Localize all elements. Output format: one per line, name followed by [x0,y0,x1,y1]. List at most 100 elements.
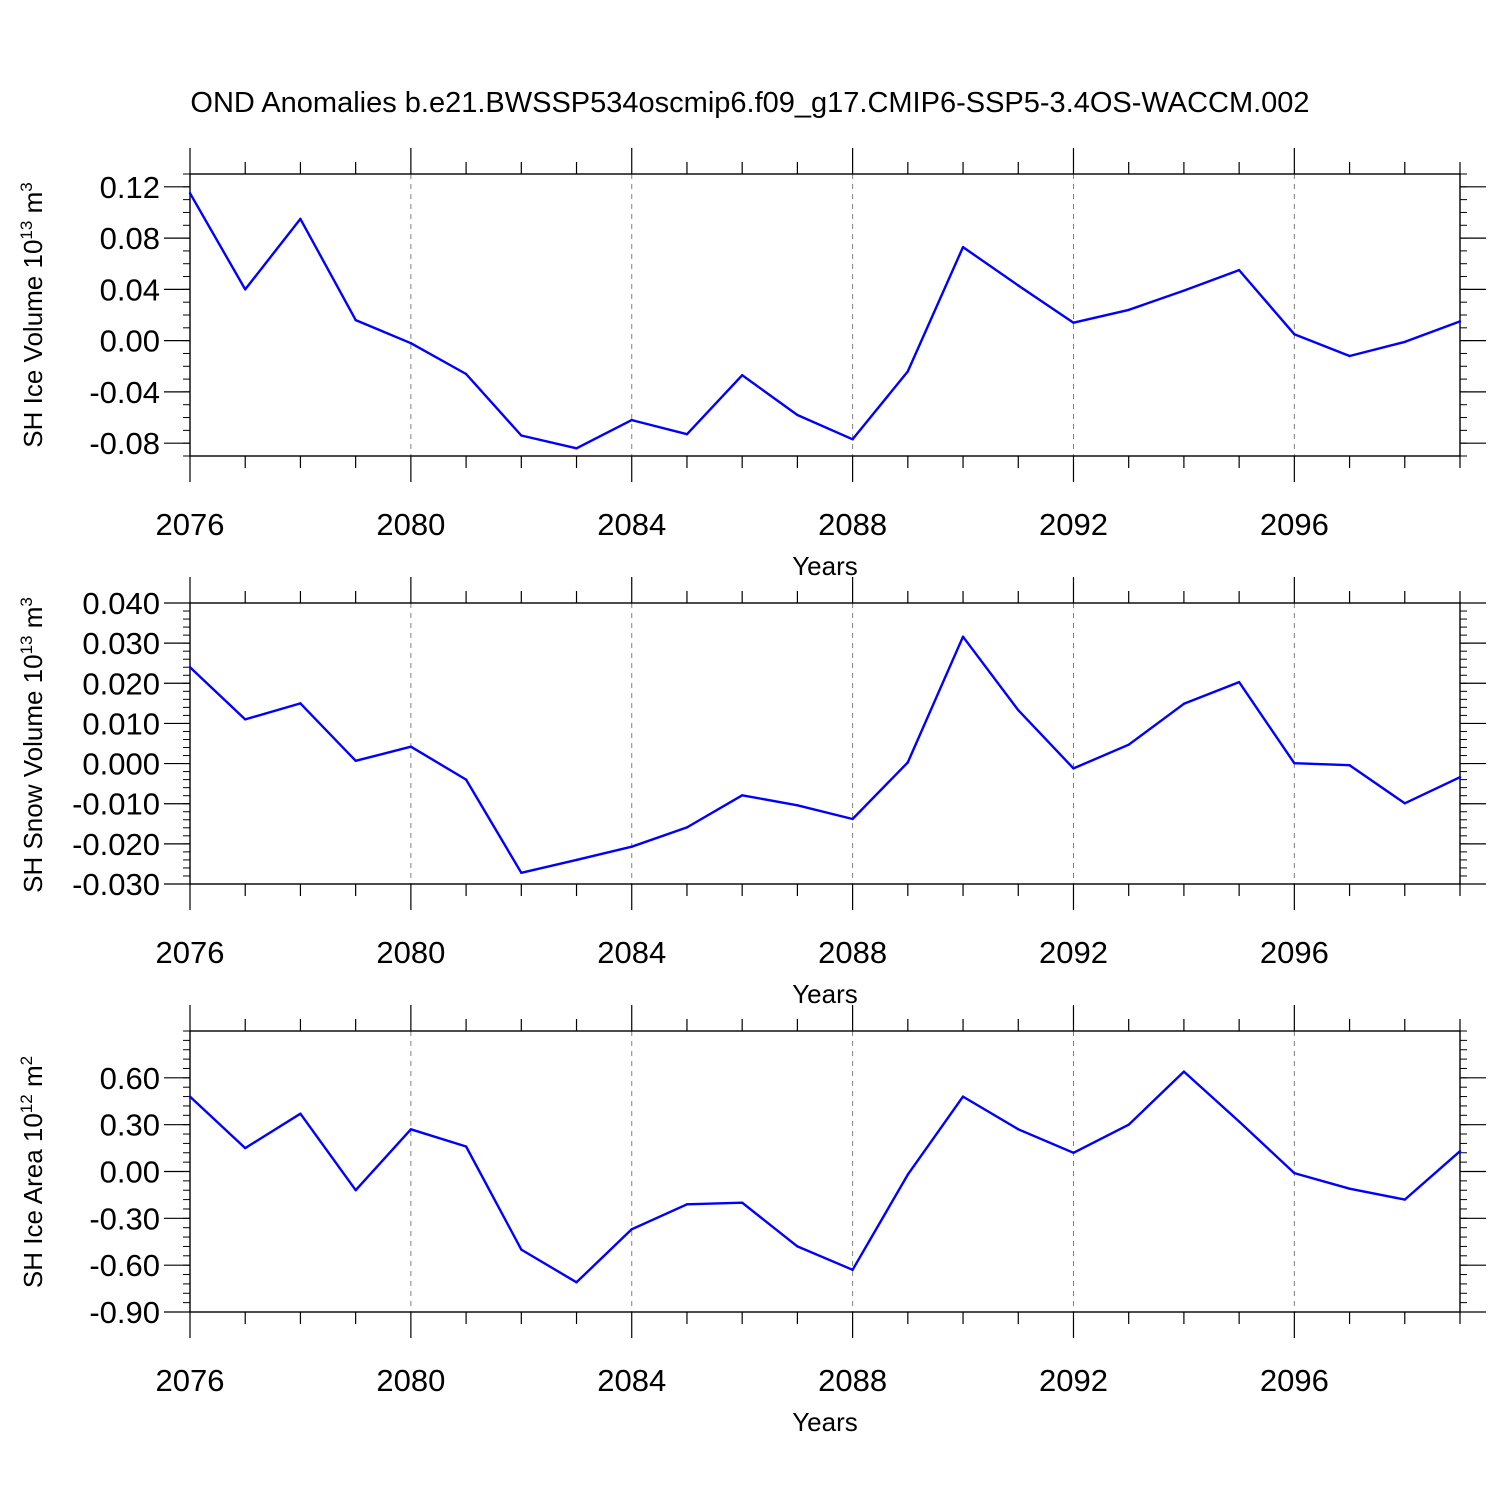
y-tick-label: -0.020 [72,827,160,862]
x-tick-label: 2096 [1260,1363,1329,1398]
x-tick-label: 2092 [1039,507,1108,542]
y-tick-label: 0.08 [100,221,160,256]
data-point [409,745,413,748]
data-point [464,778,468,781]
series-line [189,1070,1461,1284]
y-axis-title: SH Snow Volume 1013 m3 [17,597,48,893]
data-point [1182,289,1186,292]
data-point [520,871,523,874]
plot-frame [189,602,1461,885]
y-tick-label: 0.020 [82,666,160,701]
data-point [299,702,302,705]
y-axis-title-exponent: 13 [17,221,36,240]
y-tick-label: -0.30 [89,1201,160,1236]
data-point [1072,1151,1075,1154]
data-point [354,1189,357,1192]
data-point [685,826,689,829]
x-tick-label: 2096 [1260,935,1329,970]
data-point [1458,1150,1462,1153]
x-tick-label: 2088 [818,507,887,542]
data-point [1017,708,1020,712]
data-point [796,1245,799,1248]
data-point [188,666,192,669]
data-point [1403,802,1406,805]
data-point [244,1146,247,1150]
data-point [740,1201,744,1204]
y-axis-title-unit-exponent: 3 [17,182,36,191]
y-tick-label: -0.030 [72,867,160,902]
data-point [1293,761,1296,765]
data-point [244,718,247,721]
data-point [906,761,910,764]
x-tick-label: 2084 [597,1363,666,1398]
y-axis-title-unit: m [18,192,48,221]
y-tick-label: -0.90 [89,1295,160,1330]
data-point [685,433,689,436]
x-tick-label: 2084 [597,507,666,542]
x-tick-label: 2084 [597,935,666,970]
x-tick-label: 2080 [376,1363,445,1398]
data-point [1348,354,1351,358]
data-point [906,370,910,373]
y-tick-label: 0.60 [100,1061,160,1096]
y-axis-title-unit: m [18,1065,48,1094]
data-point [1072,321,1075,324]
y-tick-label: 0.030 [82,626,160,661]
data-point [961,1095,965,1098]
x-axis-title: Years [792,1407,858,1437]
data-point [1127,743,1130,746]
y-axis-title: SH Ice Volume 1013 m3 [17,182,48,447]
y-axis-title-unit-exponent: 3 [17,597,36,606]
data-point [1237,680,1241,684]
data-point [354,318,357,322]
y-axis-title-unit: m [18,607,48,636]
data-point [961,635,965,638]
data-point [630,845,633,848]
y-tick-label: 0.00 [100,1155,160,1190]
x-tick-label: 2096 [1260,507,1329,542]
data-point [906,1173,910,1176]
x-axis-title: Years [792,979,858,1009]
x-tick-label: 2092 [1039,1363,1108,1398]
y-axis-title-main: SH Snow Volume 10 [18,654,48,892]
data-point [244,288,247,291]
data-point [1403,1198,1406,1201]
data-point [520,434,523,437]
data-point [299,217,302,221]
x-axis-title: Years [792,551,858,581]
data-point [740,374,744,377]
chart-title: OND Anomalies b.e21.BWSSP534oscmip6.f09_… [190,87,1309,119]
y-axis-title-exponent: 13 [17,635,36,654]
data-point [1127,1123,1130,1126]
data-point [685,1203,689,1206]
data-point [796,413,799,417]
data-point [1293,333,1296,336]
series-line [189,635,1461,874]
data-point [1458,776,1462,779]
y-tick-label: -0.04 [89,375,160,410]
y-tick-label: -0.010 [72,787,160,822]
x-tick-label: 2076 [156,935,225,970]
y-axis-title-main: SH Ice Volume 10 [18,240,48,448]
data-point [464,372,468,376]
panel-snow-volume: 0.040 0.030 0.020 0.010 0.000 -0.010 -0.020 -0.… [17,577,1486,1009]
data-point [520,1248,523,1251]
data-point [1293,1171,1296,1175]
x-tick-label: 2080 [376,935,445,970]
panel-ice-area: 0.60 0.30 0.00 -0.30 -0.60 -0.90 2076 2080 2084 2… [17,1005,1486,1437]
data-point [1182,1070,1186,1073]
data-point [1072,767,1075,770]
data-point [851,438,854,441]
x-tick-label: 2088 [818,1363,887,1398]
data-point [575,1281,578,1284]
data-point [188,1095,192,1098]
data-point [188,192,192,195]
y-tick-label: 0.000 [82,747,160,782]
series-line [188,192,1461,450]
data-point [1458,320,1462,323]
data-point [299,1112,302,1115]
data-point [851,1268,854,1272]
panel-ice-volume: 0.12 0.08 0.04 0.00 -0.04 -0.08 2076 2080 2084 20… [17,148,1486,581]
y-axis-title-main: SH Ice Area 10 [18,1113,48,1288]
data-point [1348,763,1351,767]
